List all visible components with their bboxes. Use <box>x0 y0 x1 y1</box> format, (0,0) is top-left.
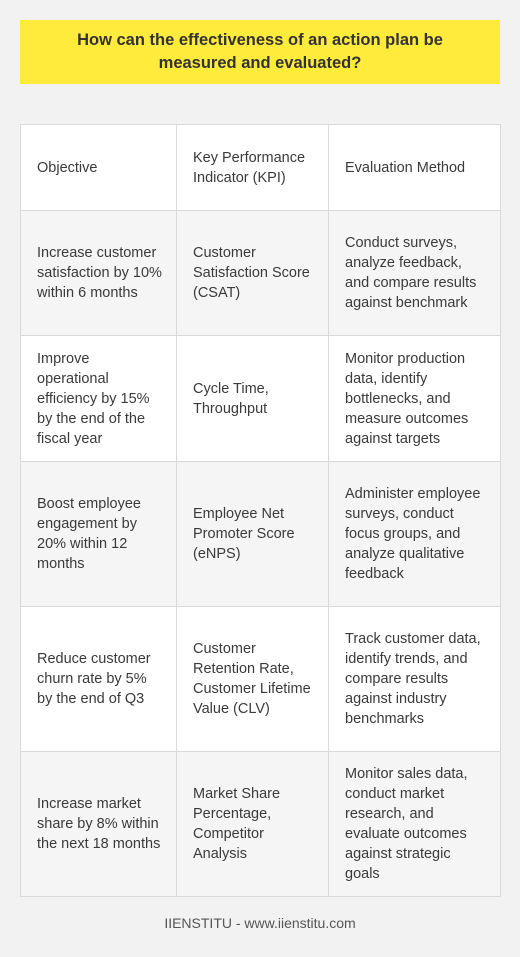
objective-cell: Increase customer satisfaction by 10% wi… <box>20 210 177 336</box>
table-header-row: Objective Key Performance Indicator (KPI… <box>20 124 501 211</box>
evaluation-cell: Track customer data, identify trends, an… <box>328 606 501 752</box>
kpi-cell: Cycle Time, Throughput <box>176 335 329 462</box>
evaluation-cell: Monitor production data, identify bottle… <box>328 335 501 462</box>
objective-cell: Increase market share by 8% within the n… <box>20 751 177 897</box>
kpi-cell: Market Share Percentage, Competitor Anal… <box>176 751 329 897</box>
header-evaluation-method: Evaluation Method <box>328 124 501 211</box>
page-title: How can the effectiveness of an action p… <box>77 31 443 72</box>
evaluation-cell: Administer employee surveys, conduct foc… <box>328 461 501 607</box>
kpi-table: Objective Key Performance Indicator (KPI… <box>20 124 501 897</box>
title-banner: How can the effectiveness of an action p… <box>20 20 500 84</box>
kpi-cell: Customer Retention Rate, Customer Lifeti… <box>176 606 329 752</box>
evaluation-cell: Monitor sales data, conduct market resea… <box>328 751 501 897</box>
header-objective: Objective <box>20 124 177 211</box>
table-row: Increase customer satisfaction by 10% wi… <box>20 210 501 336</box>
footer-credit: IIENSTITU - www.iienstitu.com <box>164 915 356 931</box>
table-row: Improve operational efficiency by 15% by… <box>20 335 501 462</box>
table-row: Reduce customer churn rate by 5% by the … <box>20 606 501 752</box>
objective-cell: Improve operational efficiency by 15% by… <box>20 335 177 462</box>
header-kpi: Key Performance Indicator (KPI) <box>176 124 329 211</box>
kpi-cell: Customer Satisfaction Score (CSAT) <box>176 210 329 336</box>
table-row: Increase market share by 8% within the n… <box>20 751 501 897</box>
kpi-cell: Employee Net Promoter Score (eNPS) <box>176 461 329 607</box>
evaluation-cell: Conduct surveys, analyze feedback, and c… <box>328 210 501 336</box>
objective-cell: Boost employee engagement by 20% within … <box>20 461 177 607</box>
objective-cell: Reduce customer churn rate by 5% by the … <box>20 606 177 752</box>
table-row: Boost employee engagement by 20% within … <box>20 461 501 607</box>
